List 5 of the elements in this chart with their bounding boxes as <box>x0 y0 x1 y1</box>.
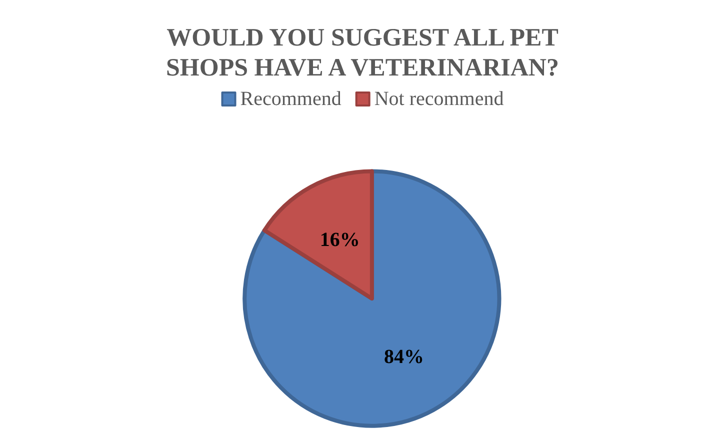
data-label: 16% <box>320 229 360 252</box>
legend-label: Not recommend <box>374 88 504 110</box>
legend-label: Recommend <box>240 88 342 110</box>
chart-title: WOULD YOU SUGGEST ALL PET SHOPS HAVE A VETERINARIAN? <box>166 24 559 82</box>
data-label: 84% <box>384 346 424 368</box>
